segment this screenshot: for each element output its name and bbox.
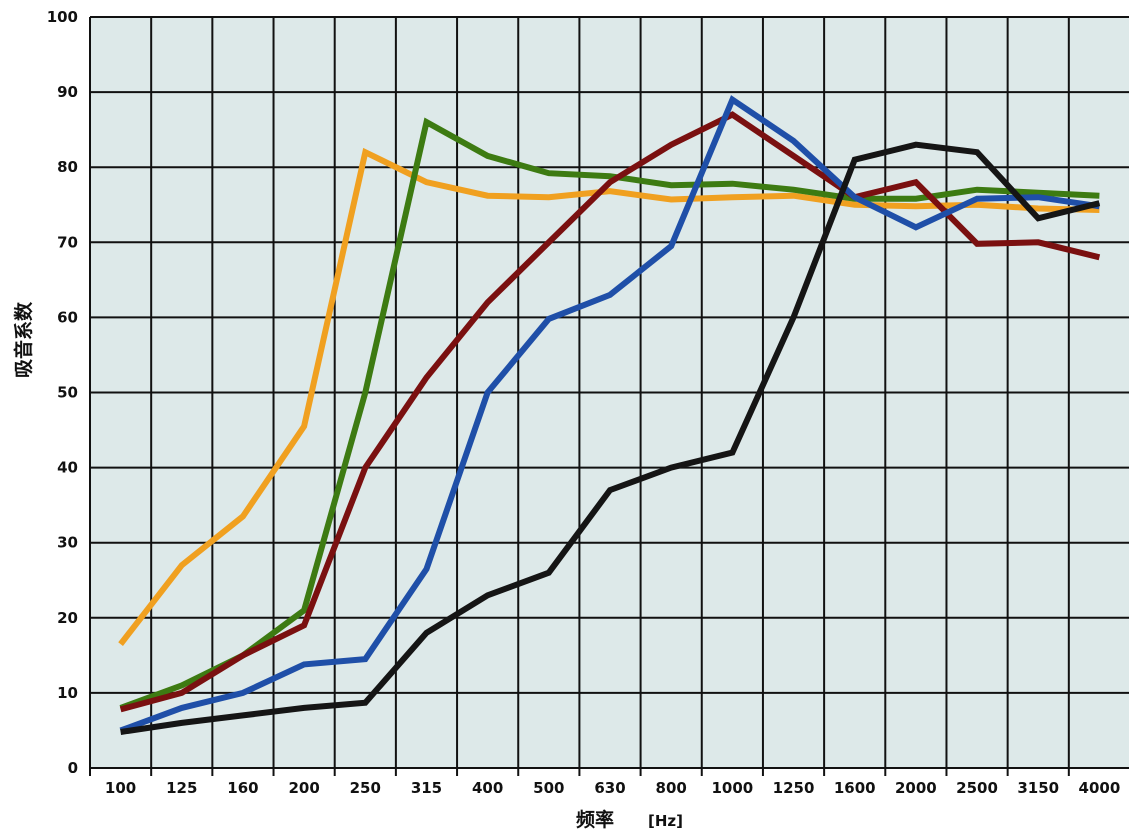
y-tick-label: 10 [57, 684, 78, 702]
series-line-3 [119, 111, 1101, 713]
x-tick-label: 1600 [834, 779, 876, 797]
series-line-2 [119, 117, 1100, 711]
y-tick-labels: 0 10 20 30 40 50 60 70 80 90 100 [47, 8, 78, 777]
x-tick-label: 400 [472, 779, 503, 797]
x-tick-label: 2500 [956, 779, 998, 797]
series-lines [118, 95, 1101, 735]
x-tick-label: 4000 [1079, 779, 1121, 797]
series-line-5 [120, 141, 1101, 735]
y-tick-label: 90 [57, 83, 78, 101]
x-tick-labels: 100 125 160 200 250 315 400 500 630 800 1000 1250 16… [105, 779, 1120, 797]
x-axis-unit: [Hz] [648, 812, 683, 830]
x-tick-label: 3150 [1017, 779, 1059, 797]
x-tick-label: 630 [594, 779, 625, 797]
x-axis-title: 频率 [576, 808, 614, 831]
x-tick-label: 125 [166, 779, 197, 797]
x-tick-label: 315 [411, 779, 442, 797]
x-tick-label: 2000 [895, 779, 937, 797]
y-tick-label: 40 [57, 459, 78, 477]
series-line-4 [119, 95, 1100, 734]
x-tick-label: 500 [533, 779, 564, 797]
y-tick-label: 70 [57, 233, 78, 251]
y-tick-label: 0 [68, 759, 78, 777]
y-tick-label: 100 [47, 8, 78, 26]
y-tick-label: 60 [57, 308, 78, 326]
grid-lines [89, 16, 1129, 776]
y-tick-label: 50 [57, 384, 78, 402]
x-tick-label: 160 [227, 779, 258, 797]
x-tick-label: 200 [288, 779, 319, 797]
x-tick-label: 1250 [773, 779, 815, 797]
y-axis-title: 吸音系数 [12, 301, 35, 378]
x-tick-label: 250 [350, 779, 381, 797]
y-tick-label: 30 [57, 534, 78, 552]
y-tick-label: 20 [57, 609, 78, 627]
x-tick-label: 100 [105, 779, 136, 797]
x-tick-label: 800 [656, 779, 687, 797]
x-tick-label: 1000 [711, 779, 753, 797]
y-tick-label: 80 [57, 158, 78, 176]
